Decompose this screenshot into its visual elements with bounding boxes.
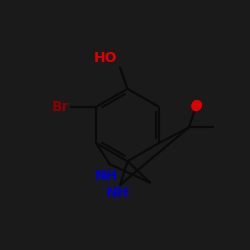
Text: NH: NH xyxy=(106,186,129,200)
Circle shape xyxy=(192,102,200,110)
Text: Br: Br xyxy=(52,100,69,114)
Text: NH: NH xyxy=(94,169,118,183)
Text: HO: HO xyxy=(94,52,118,66)
Text: O: O xyxy=(190,99,202,113)
